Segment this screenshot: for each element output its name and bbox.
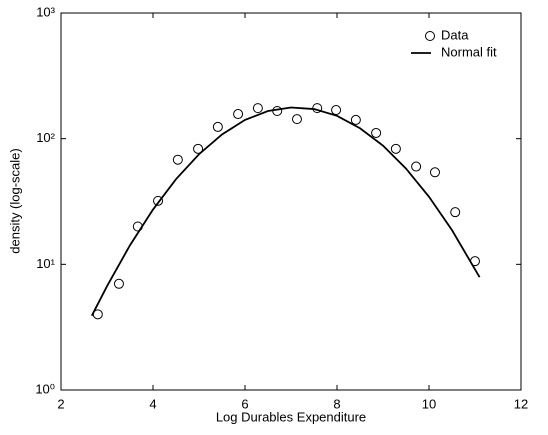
x-tick-label: 4 (149, 396, 156, 411)
x-tick-label: 12 (514, 396, 528, 411)
data-point (153, 195, 164, 206)
data-point (390, 143, 401, 154)
y-tick-label: 10² (36, 130, 55, 145)
y-tick-label: 10³ (36, 4, 55, 19)
data-point (350, 114, 361, 125)
data-point (113, 278, 124, 289)
legend-marker (425, 31, 435, 41)
data-point (212, 121, 223, 132)
data-point (411, 161, 422, 172)
data-point (252, 103, 263, 114)
legend-label: Normal fit (441, 44, 497, 59)
fit-line (91, 106, 481, 317)
data-point (233, 109, 244, 120)
data-point (450, 207, 461, 218)
data-point (172, 154, 183, 165)
data-point (193, 143, 204, 154)
x-axis-label: Log Durables Expenditure (216, 409, 366, 424)
legend-label: Data (441, 27, 469, 42)
x-tick-label: 6 (241, 396, 248, 411)
y-tick-label: 10¹ (36, 256, 55, 271)
x-tick-label: 10 (422, 396, 436, 411)
data-point (371, 127, 382, 138)
data-point (291, 114, 302, 125)
data-point (429, 167, 440, 178)
data-point (331, 105, 342, 116)
y-tick-label: 10⁰ (35, 381, 55, 396)
y-axis-label: density (log-scale) (7, 148, 22, 254)
plot-frame (60, 12, 522, 391)
x-tick-label: 8 (333, 396, 340, 411)
x-tick-label: 2 (57, 396, 64, 411)
